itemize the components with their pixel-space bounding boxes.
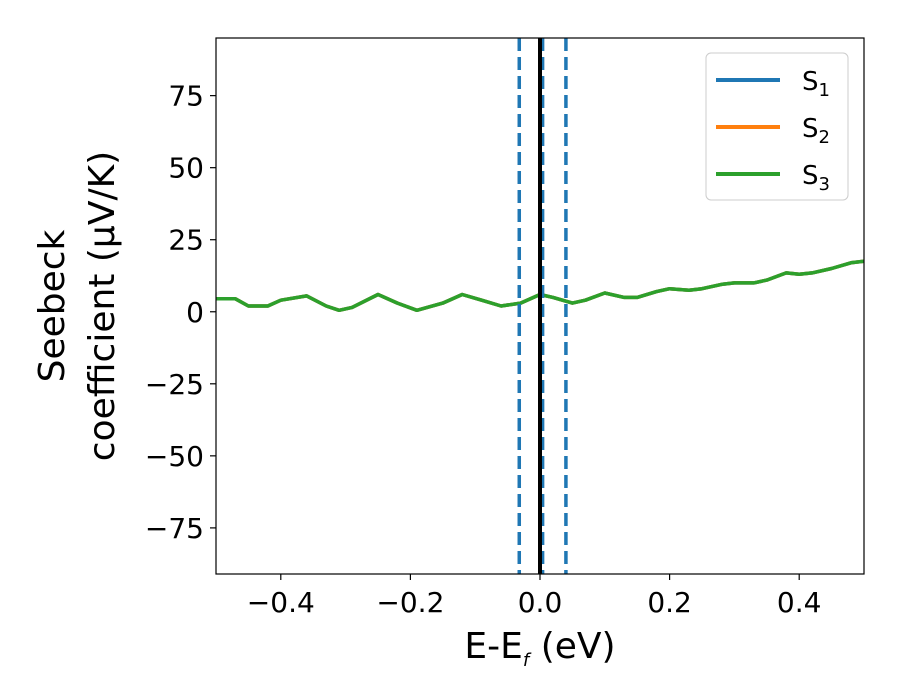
x-tick-label: 0.2 [647,586,692,619]
legend-label-s1: S1 [802,67,830,101]
y-tick-label: 75 [168,80,204,113]
y-axis: 75 50 25 0 −25 −50 −75 [145,80,216,545]
y-axis-title-line1: Seebeck [32,229,73,382]
y-tick-label: −50 [145,440,204,473]
y-axis-title: Seebeck coefficient (μV/K) [32,151,123,461]
plot-area [216,38,864,574]
y-tick-label: 0 [186,296,204,329]
legend: S1 S2 S3 [705,52,849,201]
series-line-s3 [216,259,864,313]
x-tick-label: 0.0 [518,586,563,619]
x-tick-label: −0.2 [376,586,444,619]
y-tick-label: 25 [168,224,204,257]
legend-label-s3: S3 [802,161,830,195]
y-axis-title-line2: coefficient (μV/K) [82,151,123,461]
x-axis-title: E-Ef (eV) [464,626,615,671]
legend-label-s2: S2 [802,114,830,148]
x-tick-label: −0.4 [247,586,315,619]
y-tick-label: −25 [145,368,204,401]
y-tick-label: 50 [168,152,204,185]
y-tick-label: −75 [145,512,204,545]
x-axis: −0.4 −0.2 0.0 0.2 0.4 [247,574,822,619]
x-tick-label: 0.4 [777,586,822,619]
